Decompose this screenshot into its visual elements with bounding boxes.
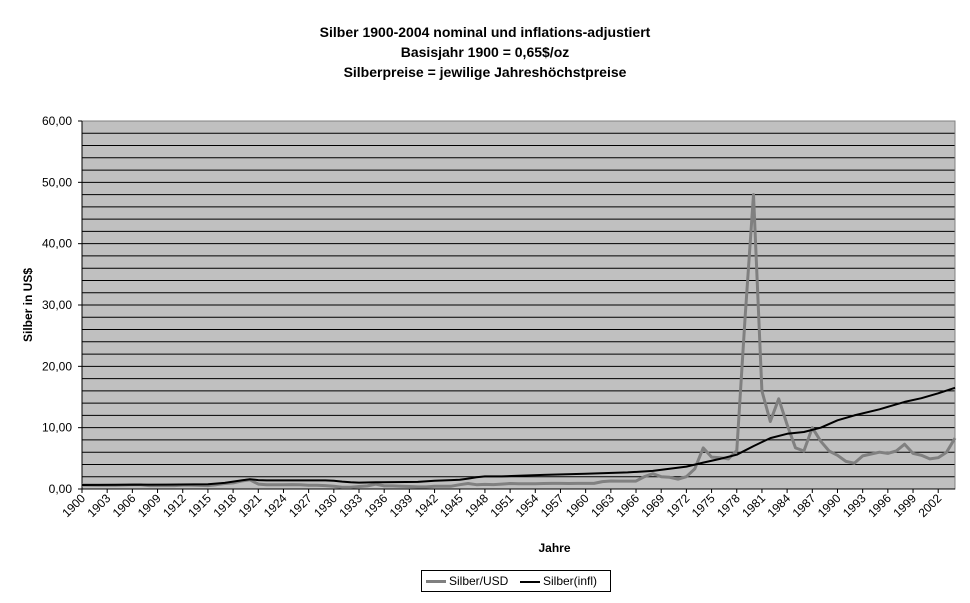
x-tick-label: 1930 <box>311 491 340 520</box>
y-tick-label: 10,00 <box>42 421 72 435</box>
x-tick-label: 1954 <box>513 491 542 520</box>
x-tick-label: 1939 <box>387 491 416 520</box>
x-tick-label: 1972 <box>664 491 693 520</box>
x-tick-label: 1912 <box>160 491 189 520</box>
x-tick-label: 1918 <box>210 491 239 520</box>
y-tick-label: 40,00 <box>42 237 72 251</box>
chart-title-line-1: Silber 1900-2004 nominal und inflations-… <box>319 24 651 40</box>
x-tick-label: 1978 <box>714 491 743 520</box>
x-tick-label: 1969 <box>639 491 668 520</box>
x-tick-label: 1903 <box>85 491 114 520</box>
legend-label-nominal: Silber/USD <box>449 574 509 588</box>
x-axis-title: Jahre <box>538 541 570 555</box>
x-tick-label: 1957 <box>538 491 567 520</box>
legend-item-inflation: Silber(infl) <box>520 574 597 588</box>
x-tick-label: 1963 <box>588 491 617 520</box>
x-tick-label: 1945 <box>437 491 466 520</box>
legend-item-nominal: Silber/USD <box>426 574 508 588</box>
x-tick-label: 2002 <box>916 491 945 520</box>
x-tick-label: 1933 <box>336 491 365 520</box>
x-tick-label: 1996 <box>865 491 894 520</box>
x-tick-label: 1921 <box>236 491 265 520</box>
x-tick-label: 1906 <box>110 491 139 520</box>
x-tick-label: 1966 <box>613 491 642 520</box>
chart-title-line-2: Basisjahr 1900 = 0,65$/oz <box>400 44 570 60</box>
x-tick-label: 1990 <box>815 491 844 520</box>
chart-title-line-3: Silberpreise = jewilige Jahreshöchstprei… <box>343 64 627 80</box>
x-tick-label: 1981 <box>739 491 768 520</box>
x-tick-label: 1960 <box>563 491 592 520</box>
x-tick-label: 1951 <box>487 491 516 520</box>
x-tick-label: 1975 <box>689 491 718 520</box>
y-tick-label: 30,00 <box>42 298 72 312</box>
y-axis-title: Silber in US$ <box>21 268 35 342</box>
y-tick-label: 20,00 <box>42 359 72 373</box>
series-line-inflation <box>81 386 956 486</box>
x-tick-label: 1993 <box>840 491 869 520</box>
x-tick-label: 1999 <box>890 491 919 520</box>
y-tick-label: 50,00 <box>42 175 72 189</box>
legend-swatch-nominal <box>426 580 446 584</box>
y-tick-label: 0,00 <box>49 482 73 496</box>
x-tick-label: 1915 <box>185 491 214 520</box>
x-tick-label: 1924 <box>261 491 290 520</box>
x-tick-label: 1987 <box>790 491 819 520</box>
x-tick-label: 1942 <box>412 491 441 520</box>
x-tick-label: 1948 <box>462 491 491 520</box>
legend-swatch-inflation <box>520 580 540 583</box>
x-tick-label: 1927 <box>286 491 315 520</box>
x-tick-label: 1984 <box>764 491 793 520</box>
x-tick-label: 1936 <box>362 491 391 520</box>
chart-legend: Silber/USD Silber(infl) <box>421 570 611 592</box>
y-tick-label: 60,00 <box>42 114 72 128</box>
legend-label-inflation: Silber(infl) <box>543 574 598 588</box>
x-tick-label: 1909 <box>135 491 164 520</box>
